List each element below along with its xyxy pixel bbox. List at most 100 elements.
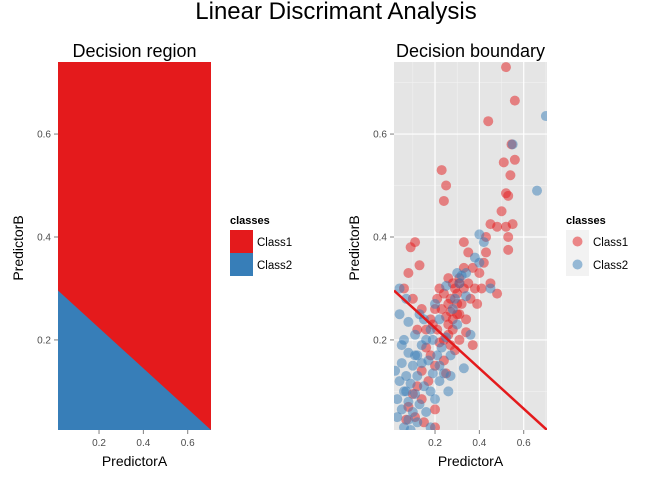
point-class2 <box>394 412 403 423</box>
y-axis-label: PredictorB <box>346 215 362 280</box>
point-class2 <box>434 314 445 325</box>
point-class1 <box>496 206 507 217</box>
panel-2: Decision boundary 0.2 0.4 0.6 0.2 0.4 0.6 Predi… <box>346 41 628 469</box>
point-class2 <box>507 139 518 150</box>
point-class2 <box>452 319 463 330</box>
point-class2 <box>465 329 476 340</box>
point-class2 <box>445 350 456 361</box>
point-class2 <box>407 406 418 417</box>
point-class1 <box>500 62 511 73</box>
point-class2 <box>461 291 472 302</box>
point-class1 <box>436 165 447 176</box>
point-class1 <box>503 244 514 255</box>
point-class2 <box>421 406 432 417</box>
legend: classes Class1 Class2 <box>230 215 292 276</box>
point-class1 <box>500 221 511 232</box>
point-class2 <box>456 270 467 281</box>
point-class1 <box>505 170 516 181</box>
point-class2 <box>430 298 441 309</box>
point-class2 <box>412 370 423 381</box>
point-class1 <box>469 283 480 294</box>
x-tick-label: 0.6 <box>181 438 195 449</box>
point-class2 <box>396 358 407 369</box>
point-class2 <box>396 404 407 415</box>
y-tick-label: 0.4 <box>37 232 51 243</box>
point-class1 <box>503 190 514 201</box>
point-class1 <box>443 273 454 284</box>
point-class2 <box>412 417 423 428</box>
point-class1 <box>441 180 452 191</box>
legend-key-class1 <box>230 230 253 253</box>
points-layer <box>394 62 547 430</box>
point-class2 <box>394 365 401 376</box>
x-axis-label: PredictorA <box>438 453 504 469</box>
point-class1 <box>481 247 492 258</box>
point-class2 <box>454 278 465 289</box>
figure-title: Linear Discrimant Analysis <box>195 0 476 25</box>
point-class1 <box>509 154 520 165</box>
point-class2 <box>436 342 447 353</box>
point-class1 <box>403 268 414 279</box>
point-class1 <box>454 334 465 345</box>
panel-title: Decision region <box>72 41 196 61</box>
point-class2 <box>443 386 454 397</box>
legend-key-class2 <box>572 259 583 270</box>
point-class2 <box>410 388 421 399</box>
point-class2 <box>394 394 403 405</box>
x-tick-label: 0.2 <box>428 438 442 449</box>
point-class2 <box>474 229 485 240</box>
point-class2 <box>410 329 421 340</box>
point-class2 <box>425 422 436 430</box>
legend-label: Class2 <box>257 260 292 272</box>
point-class1 <box>414 260 425 271</box>
y-tick-label: 0.2 <box>373 335 387 346</box>
point-class2 <box>403 316 414 327</box>
point-class2 <box>441 280 452 291</box>
point-class2 <box>447 304 458 315</box>
point-class2 <box>410 350 421 361</box>
point-class2 <box>434 376 445 387</box>
point-class2 <box>478 237 489 248</box>
point-class1 <box>509 95 520 106</box>
point-class1 <box>467 340 478 351</box>
boundary-line <box>394 289 547 430</box>
point-class2 <box>405 425 416 430</box>
panel-1: Decision region 0.2 0.4 0.6 0.2 0.4 0.6 Predict… <box>10 41 292 469</box>
x-axis-label: PredictorA <box>102 453 168 469</box>
point-class1 <box>503 231 514 242</box>
point-class2 <box>432 350 443 361</box>
legend-label: Class2 <box>593 260 628 272</box>
point-class2 <box>407 360 418 371</box>
point-class1 <box>472 298 483 309</box>
legend-title: classes <box>566 215 606 227</box>
point-class2 <box>401 386 412 397</box>
point-class2 <box>421 334 432 345</box>
point-class2 <box>396 340 407 351</box>
y-tick-label: 0.6 <box>37 130 51 141</box>
legend-label: Class1 <box>257 237 292 249</box>
point-class2 <box>532 185 543 196</box>
point-class1 <box>438 195 449 206</box>
point-class1 <box>492 221 503 232</box>
point-class2 <box>427 368 438 379</box>
legend: classes Class1 Class2 <box>566 215 628 276</box>
x-tick-label: 0.6 <box>517 438 531 449</box>
point-class2 <box>430 394 441 405</box>
point-class2 <box>458 363 469 374</box>
y-axis-label: PredictorB <box>10 215 26 280</box>
point-class2 <box>403 414 414 425</box>
point-class2 <box>401 293 412 304</box>
point-class2 <box>449 293 460 304</box>
point-class1 <box>474 268 485 279</box>
region-class2 <box>58 290 211 430</box>
point-class2 <box>540 111 547 122</box>
point-class2 <box>474 257 485 268</box>
y-tick-label: 0.4 <box>373 232 387 243</box>
point-class2 <box>394 376 405 387</box>
point-class1 <box>405 242 416 253</box>
point-class2 <box>425 386 436 397</box>
legend-title: classes <box>230 215 270 227</box>
panel-title: Decision boundary <box>396 41 545 61</box>
point-class2 <box>434 360 445 371</box>
